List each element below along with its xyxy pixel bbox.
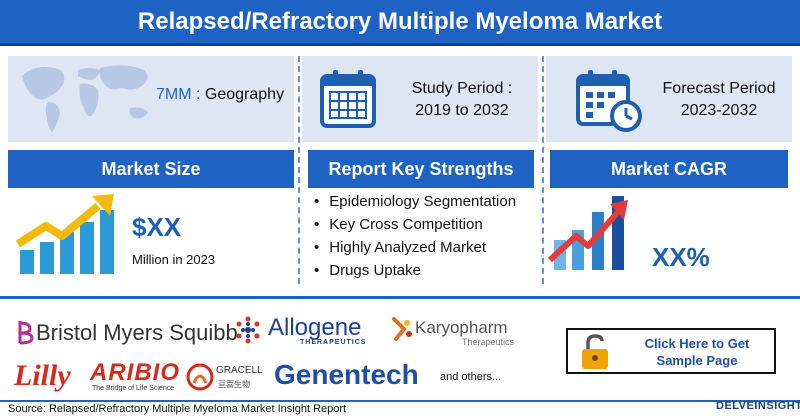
growth-chart-icon: [15, 194, 114, 274]
study-period-value: 2019 to 2032: [415, 102, 509, 119]
gracell-logo-icon: [186, 363, 214, 391]
delveinsight-logo: DELVEINSIGHT: [716, 400, 800, 412]
bms-logo-icon: [18, 321, 34, 345]
geography-label: : Geography: [196, 86, 285, 103]
aribio-logo-sub: The Bridge of Life Science: [92, 385, 175, 392]
page-title: Relapsed/Refractory Multiple Myeloma Mar…: [137, 8, 663, 35]
gracell-logo-sub: 亘喜生物: [218, 380, 250, 389]
genentech-logo-text: Genentech: [274, 359, 419, 390]
study-period-panel: Study Period : 2019 to 2032: [302, 56, 538, 142]
study-period-label: Study Period :: [411, 80, 513, 97]
source-note: Source: Relapsed/Refractory Multiple Mye…: [8, 403, 347, 415]
aribio-logo-text: ARIBIO: [90, 359, 180, 386]
padlock-icon: [582, 334, 608, 369]
strengths-list: Epidemiology Segmentation Key Cross Comp…: [314, 190, 516, 282]
sample-page-line2: Sample Page: [656, 353, 738, 368]
calendar-icon: [320, 70, 376, 128]
header-bar: Relapsed/Refractory Multiple Myeloma Mar…: [0, 0, 800, 46]
sample-page-label[interactable]: Click Here to Get Sample Page: [622, 335, 772, 369]
sample-page-button[interactable]: Click Here to Get Sample Page: [566, 328, 776, 374]
list-item: Drugs Uptake: [314, 259, 516, 282]
bms-logo-text: Bristol Myers Squibb: [36, 320, 238, 345]
karyopharm-logo-sub: Therapeutics: [462, 337, 515, 347]
company-logos: Bristol Myers Squibb Allogene THERAPEUTI…: [0, 296, 800, 402]
market-size-value: $XX: [132, 212, 182, 242]
market-size-heading: Market Size: [8, 150, 294, 188]
list-item: Key Cross Competition: [314, 213, 516, 236]
forecast-period-panel: Forecast Period 2023-2032: [546, 56, 792, 142]
geography-value: 7MM: [156, 86, 192, 103]
list-item: Highly Analyzed Market: [314, 236, 516, 259]
others-text: and others...: [440, 371, 502, 383]
study-period-text: Study Period : 2019 to 2032: [392, 78, 532, 122]
cagr-heading: Market CAGR: [550, 150, 788, 188]
world-map-icon: [22, 65, 148, 132]
calendar-clock-icon: [576, 70, 642, 132]
cagr-value: XX%: [652, 242, 710, 272]
karyopharm-logo-icon: [392, 317, 412, 341]
forecast-period-text: Forecast Period 2023-2032: [652, 78, 786, 122]
key-strengths-heading: Report Key Strengths: [308, 150, 534, 188]
cagr-chart-icon: [548, 196, 628, 270]
allogene-logo-sub: THERAPEUTICS: [300, 339, 367, 346]
sample-page-line1: Click Here to Get: [644, 336, 750, 351]
gracell-logo-text: GRACELL: [216, 365, 263, 376]
forecast-period-label: Forecast Period: [662, 80, 776, 97]
lilly-logo-text: Lilly: [14, 359, 71, 392]
divider: [298, 56, 300, 284]
geography-panel: 7MM : Geography: [8, 56, 294, 142]
forecast-period-value: 2023-2032: [680, 102, 758, 119]
divider: [542, 56, 544, 284]
allogene-logo-icon: [236, 316, 260, 344]
market-size-note: Million in 2023: [132, 252, 216, 267]
list-item: Epidemiology Segmentation: [314, 190, 516, 213]
karyopharm-logo-text: Karyopharm: [415, 318, 508, 337]
geography-text: 7MM : Geography: [156, 86, 284, 104]
allogene-logo-text: Allogene: [268, 314, 362, 341]
